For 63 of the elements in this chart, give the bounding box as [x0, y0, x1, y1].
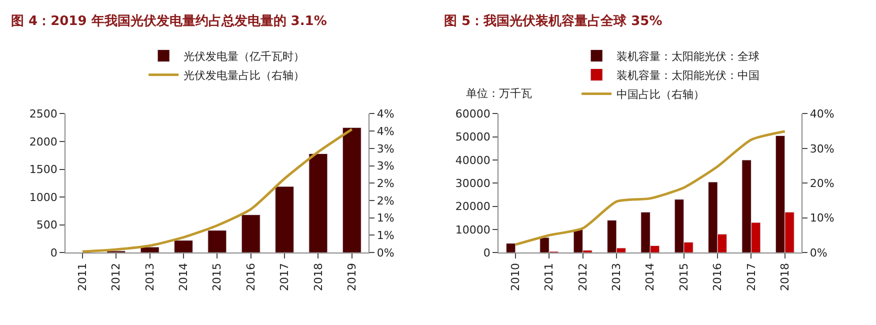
x-tick-label: 2019: [345, 263, 358, 291]
y2-tick-label: 20%: [810, 176, 834, 190]
x-tick-label: 2013: [610, 263, 624, 291]
chart-title: 图 4：2019 年我国光伏发电量约占总发电量的 3.1%: [11, 13, 327, 29]
x-tick-label: 2016: [244, 263, 258, 291]
y2-tick-label: 40%: [810, 108, 834, 121]
y-tick-label: 0: [483, 246, 490, 260]
chart-title: 图 5：我国光伏装机容量占全球 35%: [444, 13, 662, 29]
y-tick-label: 60000: [455, 108, 490, 121]
x-tick-label: 2012: [576, 263, 590, 291]
legend-label: 中国占比（右轴）: [616, 88, 705, 101]
y-tick-label: 50000: [455, 130, 490, 144]
y-tick-label: 2500: [29, 108, 58, 121]
x-tick-label: 2015: [210, 263, 224, 291]
x-tick-label: 2018: [312, 263, 325, 291]
y2-tick-label: 3%: [376, 160, 394, 173]
legend-label: 装机容量：太阳能光伏：全球: [616, 50, 760, 63]
x-tick-label: 2017: [744, 263, 758, 291]
y2-tick-label: 0%: [810, 246, 828, 260]
text: 单位：万千瓦: [466, 87, 532, 100]
y-tick-label: 500: [36, 218, 58, 232]
x-tick-label: 2012: [110, 263, 123, 291]
legend-label: 光伏发电量（亿千瓦时）: [184, 50, 305, 63]
x-tick-label: 2011: [542, 263, 556, 291]
bar: [308, 153, 328, 253]
x-tick-label: 2013: [143, 263, 156, 291]
bar: [275, 186, 294, 253]
x-tick-label: 2018: [778, 263, 792, 291]
y2-tick-label: 30%: [810, 142, 834, 156]
legend-label: 光伏发电量占比（右轴）: [184, 68, 305, 82]
y-tick-label: 1500: [29, 163, 58, 176]
bar: [208, 230, 227, 253]
x-tick-label: 2017: [278, 263, 292, 291]
y2-tick-label: 4%: [376, 124, 394, 138]
x-tick-label: 2011: [76, 263, 90, 291]
y-tick-label: 10000: [455, 223, 490, 236]
y2-tick-label: 10%: [810, 212, 834, 225]
y2-tick-label: 1%: [376, 229, 394, 242]
y2-tick-label: 2%: [376, 194, 394, 208]
y-tick-label: 30000: [455, 176, 490, 190]
y2-tick-label: 3%: [376, 142, 394, 156]
bar: [342, 127, 362, 253]
y2-tick-label: 1%: [376, 212, 394, 225]
bar: [241, 214, 260, 253]
y2-tick-label: 4%: [376, 108, 394, 121]
y-tick-label: 0: [50, 246, 58, 260]
bar: [140, 246, 160, 253]
x-tick-label: 2014: [177, 263, 190, 291]
bar: [174, 240, 193, 253]
legend-label: 装机容量：太阳能光伏：中国: [616, 68, 760, 82]
line-series: [81, 128, 354, 253]
y-tick-label: 20000: [455, 200, 490, 214]
x-tick-label: 2016: [711, 263, 724, 291]
x-tick-label: 2015: [677, 263, 690, 291]
bar: [506, 243, 516, 253]
line-series: [514, 130, 786, 246]
x-tick-label: 2010: [509, 263, 522, 291]
x-tick-label: 2014: [644, 263, 657, 291]
y2-tick-label: 0%: [376, 246, 394, 260]
y-tick-label: 1000: [29, 190, 58, 204]
y-tick-label: 2000: [29, 135, 58, 148]
y-tick-label: 40000: [455, 154, 490, 167]
y2-tick-label: 2%: [376, 176, 394, 190]
